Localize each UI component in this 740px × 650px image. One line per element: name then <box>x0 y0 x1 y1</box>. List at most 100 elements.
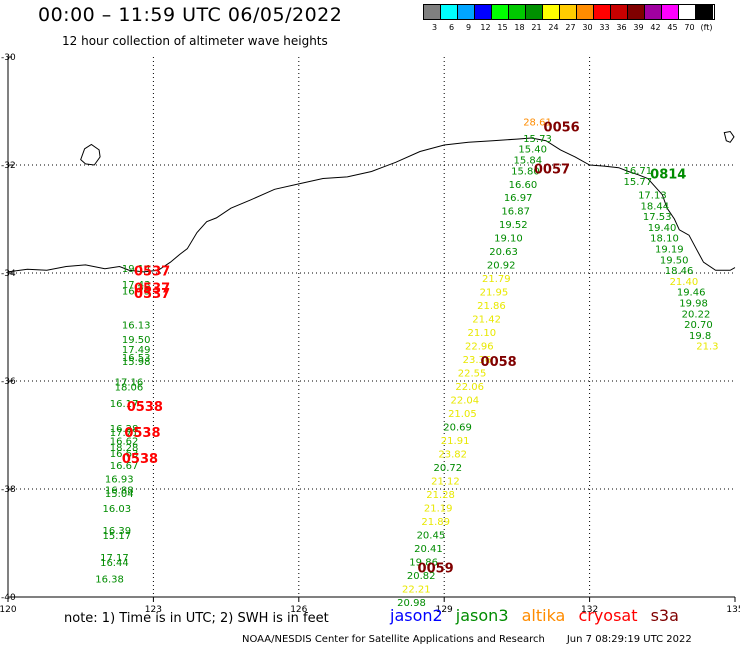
swh-value: 22.55 <box>458 369 487 380</box>
legend-swatch <box>645 5 662 19</box>
pass-time: 0537 <box>134 265 170 280</box>
swh-value: 23.36 <box>463 355 492 366</box>
swh-value: 20.82 <box>407 571 436 582</box>
lon-label: 135 <box>726 605 740 615</box>
swh-value: 16.03 <box>103 504 132 515</box>
swh-value: 16.97 <box>504 193 533 204</box>
swh-value: 23.82 <box>438 450 467 461</box>
legend-label: 36 <box>616 23 627 32</box>
time-labels: 0537053705370538053805380056005700580059… <box>122 121 686 577</box>
swh-value: 20.41 <box>414 544 443 555</box>
legend-swatch <box>594 5 611 19</box>
swh-value: 17.49 <box>122 345 151 356</box>
graticule <box>7 56 736 602</box>
lon-label: 126 <box>290 605 307 615</box>
legend-label: 30 <box>582 23 593 32</box>
swh-value: 16.28 <box>110 424 139 435</box>
swh-value: 21.91 <box>441 436 470 447</box>
lat-label: -32 <box>1 161 16 171</box>
legend-label: 9 <box>465 23 472 32</box>
pass-time: 0538 <box>122 452 158 467</box>
mission-jason3: jason3 <box>455 606 509 625</box>
swh-value: 15.77 <box>624 177 653 188</box>
legend-label: 6 <box>448 23 455 32</box>
swh-value: 16.71 <box>624 166 653 177</box>
legend-swatches <box>423 4 715 20</box>
swh-value: 15.17 <box>103 531 132 542</box>
swh-value: 18.28 <box>110 443 139 454</box>
color-legend: 3 6 9 12 15 18 21 24 27 30 33 36 39 42 45 70 (ft) <box>423 4 715 32</box>
swh-value: 16.67 <box>110 461 139 472</box>
legend-swatch <box>577 5 594 19</box>
swh-value: 16.39 <box>103 526 132 537</box>
legend-swatch <box>424 5 441 19</box>
swh-value: 16.88 <box>105 485 134 496</box>
swh-value: 16.60 <box>509 180 538 191</box>
legend-swatch <box>441 5 458 19</box>
swh-value: 15.80 <box>511 167 540 178</box>
legend-swatch <box>662 5 679 19</box>
legend-label: 12 <box>480 23 491 32</box>
mission-altika: altika <box>521 606 566 625</box>
swh-value: 20.92 <box>487 261 516 272</box>
swh-value: 21.12 <box>431 477 460 488</box>
swh-value: 16.53 <box>122 353 151 364</box>
map-frame <box>7 57 735 598</box>
mission-legend: jason2 jason3 altika cryosat s3a <box>390 606 687 625</box>
lon-label: 123 <box>145 605 162 615</box>
swh-value: 17.13 <box>638 190 667 201</box>
swh-value: 21.3 <box>696 342 718 353</box>
lon-label: 129 <box>436 605 453 615</box>
island <box>723 130 735 143</box>
legend-label: 42 <box>650 23 661 32</box>
pass-time: 0537 <box>134 287 170 302</box>
swh-value: 21.79 <box>482 274 511 285</box>
legend-label: 70 <box>684 23 695 32</box>
swh-value: 16.13 <box>122 321 151 332</box>
swh-value: 21.10 <box>467 328 496 339</box>
legend-swatch <box>543 5 560 19</box>
swh-value: 21.19 <box>424 504 453 515</box>
swh-value: 22.21 <box>402 585 431 596</box>
swh-value: 19.86 <box>409 558 438 569</box>
swh-value: 18.06 <box>115 383 144 394</box>
swh-value: 19.50 <box>122 335 151 346</box>
swh-value: 18.44 <box>640 201 669 212</box>
credit-line: NOAA/NESDIS Center for Satellite Applica… <box>242 634 692 645</box>
swh-value: 20.69 <box>443 423 472 434</box>
swh-value: 21.28 <box>426 490 455 501</box>
legend-label: 33 <box>599 23 610 32</box>
legend-swatch <box>526 5 543 19</box>
credit-timestamp: Jun 7 08:29:19 UTC 2022 <box>566 634 692 645</box>
legend-label: 27 <box>565 23 576 32</box>
swh-value: 16.63 <box>110 449 139 460</box>
legend-swatch <box>475 5 492 19</box>
pass-time: 0538 <box>124 426 160 441</box>
legend-swatch <box>509 5 526 19</box>
credit-text: NOAA/NESDIS Center for Satellite Applica… <box>242 634 545 645</box>
lat-label: -36 <box>1 377 16 387</box>
swh-value: 22.06 <box>455 382 484 393</box>
observations: 19.1417.4316.7516.1319.5017.4916.5315.98… <box>95 118 718 610</box>
swh-value: 16.38 <box>95 574 124 585</box>
swh-value: 18.10 <box>650 234 679 245</box>
island <box>80 143 101 166</box>
swh-value: 19.8 <box>689 331 711 342</box>
swh-value: 19.98 <box>679 298 708 309</box>
swh-value: 15.40 <box>518 145 547 156</box>
swh-value: 28.61 <box>523 118 552 129</box>
swh-value: 19.50 <box>660 255 689 266</box>
pass-time: 0814 <box>650 168 686 183</box>
swh-value: 17.71 <box>110 428 139 439</box>
legend-swatch <box>628 5 645 19</box>
swh-value: 17.43 <box>122 280 151 291</box>
swh-value: 16.62 <box>110 437 139 448</box>
swh-value: 20.70 <box>684 320 713 331</box>
lat-label: -34 <box>1 269 16 279</box>
lon-label: 132 <box>581 605 598 615</box>
legend-swatch <box>611 5 628 19</box>
pass-time: 0058 <box>481 355 517 370</box>
swh-value: 15.84 <box>514 155 543 166</box>
legend-swatch <box>696 5 713 19</box>
